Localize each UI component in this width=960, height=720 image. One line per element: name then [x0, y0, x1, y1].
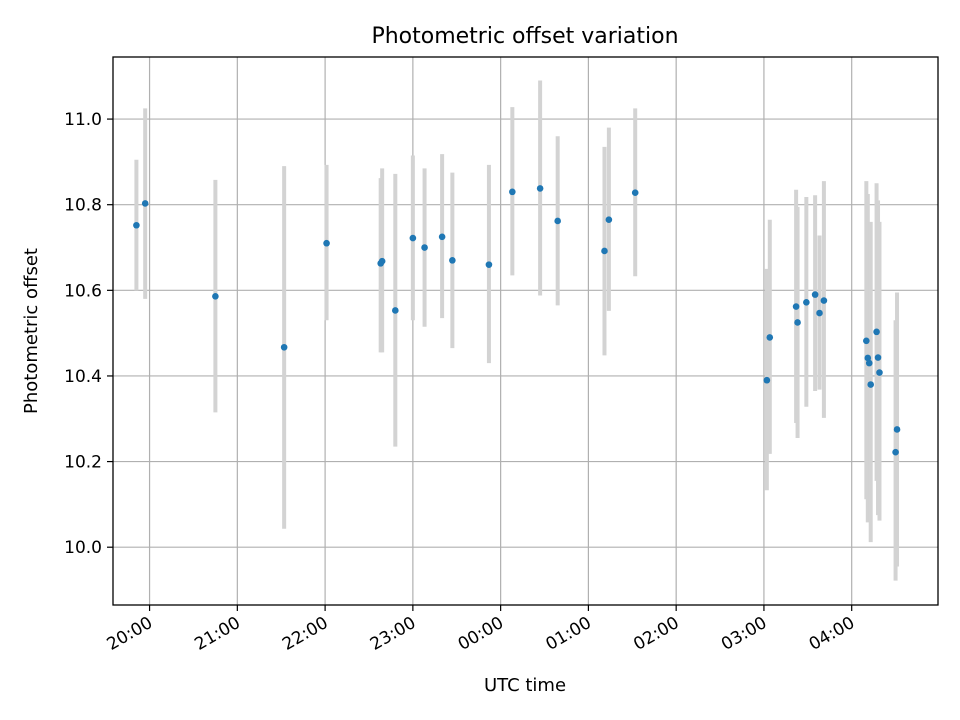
x-gridlines — [148, 57, 853, 605]
y-tick-label: 10.2 — [64, 453, 102, 473]
data-point — [605, 216, 613, 223]
y-tick-label: 10.0 — [64, 538, 102, 558]
y-tick-label: 11.0 — [64, 110, 102, 130]
data-point — [820, 297, 828, 304]
data-point — [863, 337, 870, 345]
data-point — [811, 291, 819, 298]
y-tick-label: 10.4 — [64, 367, 102, 387]
data-point — [873, 328, 880, 336]
y-gridlines — [113, 118, 938, 548]
data-point — [323, 239, 330, 247]
data-point — [876, 369, 883, 376]
data-point — [212, 293, 219, 300]
data-point — [803, 299, 810, 306]
y-axis-label: Photometric offset — [21, 248, 42, 414]
data-point — [392, 307, 399, 314]
data-point — [892, 448, 899, 456]
data-point — [865, 359, 873, 367]
data-point — [631, 189, 639, 197]
data-point — [509, 188, 516, 196]
data-point — [141, 200, 149, 207]
data-point — [449, 257, 456, 264]
data-points — [133, 185, 901, 456]
y-axis-ticks: 10.0 10.2 10.4 10.6 10.8 11.0 — [64, 110, 113, 558]
y-tick-label: 10.6 — [64, 281, 102, 301]
data-point — [794, 319, 801, 326]
data-point — [893, 426, 901, 433]
data-point — [867, 381, 875, 388]
y-tick-label: 10.8 — [64, 196, 102, 216]
plot-frame — [112, 56, 939, 606]
data-point — [280, 343, 288, 351]
data-point — [409, 234, 417, 242]
data-point — [421, 244, 428, 251]
data-point — [874, 354, 882, 361]
data-point — [133, 221, 140, 229]
chart-title: Photometric offset variation — [371, 24, 678, 49]
data-point — [792, 303, 800, 310]
data-point — [864, 354, 872, 362]
data-point — [766, 334, 774, 341]
data-point — [536, 185, 544, 192]
data-point — [438, 233, 446, 241]
data-point — [763, 376, 771, 384]
data-point — [554, 217, 561, 225]
data-point — [485, 261, 493, 268]
x-axis-label: UTC time — [484, 675, 566, 696]
data-point — [601, 247, 608, 255]
data-point — [378, 257, 386, 265]
data-point — [816, 309, 823, 317]
